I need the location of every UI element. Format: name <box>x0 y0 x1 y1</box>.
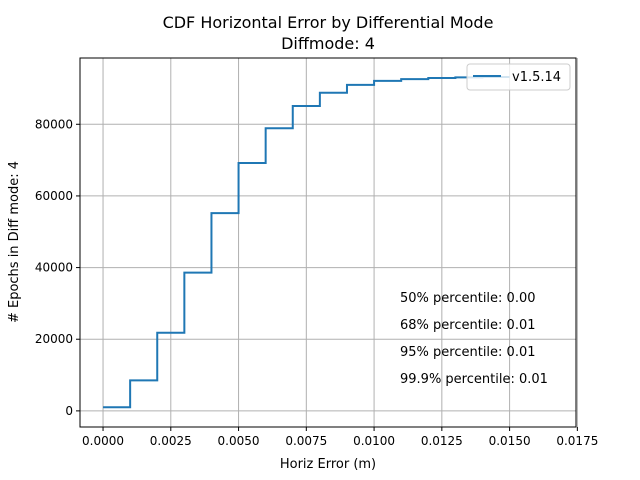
y-axis-ticks: 0 20000 40000 60000 80000 <box>35 117 80 418</box>
legend-box <box>466 63 571 91</box>
y-tick-label: 40000 <box>35 261 73 275</box>
legend: v1.5.14 <box>466 63 571 91</box>
percentile-annotation: 99.9% percentile: 0.01 <box>400 372 548 387</box>
y-axis-label: # Epochs in Diff mode: 4 <box>7 161 22 323</box>
x-tick-label: 0.0175 <box>556 434 598 448</box>
x-tick-label: 0.0125 <box>421 434 463 448</box>
x-tick-label: 0.0075 <box>285 434 327 448</box>
legend-label: v1.5.14 <box>512 70 561 85</box>
x-tick-label: 0.0050 <box>218 434 260 448</box>
percentile-annotations: 50% percentile: 0.00 68% percentile: 0.01… <box>400 291 548 387</box>
chart-subtitle: Diffmode: 4 <box>281 34 375 53</box>
series-line-0 <box>103 75 510 409</box>
percentile-annotation: 68% percentile: 0.01 <box>400 318 536 333</box>
chart-title: CDF Horizontal Error by Differential Mod… <box>163 13 494 32</box>
y-tick-label: 80000 <box>35 117 73 131</box>
x-tick-label: 0.0000 <box>82 434 124 448</box>
y-tick-label: 60000 <box>35 189 73 203</box>
series-layer <box>103 75 510 409</box>
x-tick-label: 0.0100 <box>353 434 395 448</box>
y-tick-label: 20000 <box>35 332 73 346</box>
grid-lines <box>80 58 578 427</box>
y-tick-label: 0 <box>65 404 73 418</box>
percentile-annotation: 95% percentile: 0.01 <box>400 345 536 360</box>
x-axis-ticks: 0.0000 0.0025 0.0050 0.0075 0.0100 0.0125 0.01… <box>82 427 598 448</box>
x-axis-label: Horiz Error (m) <box>280 457 376 472</box>
percentile-annotation: 50% percentile: 0.00 <box>400 291 536 306</box>
x-tick-label: 0.0025 <box>150 434 192 448</box>
x-tick-label: 0.0150 <box>489 434 531 448</box>
plot-frame <box>79 57 577 428</box>
